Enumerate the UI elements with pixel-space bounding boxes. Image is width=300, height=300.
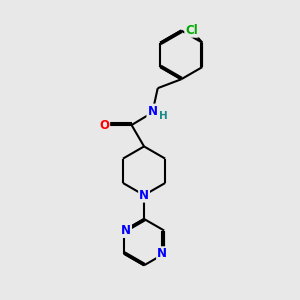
Text: H: H <box>159 111 168 121</box>
Text: N: N <box>147 105 158 118</box>
Text: N: N <box>139 189 149 202</box>
Text: O: O <box>99 118 109 131</box>
Text: N: N <box>157 247 167 260</box>
Text: Cl: Cl <box>185 24 198 37</box>
Text: N: N <box>121 224 131 237</box>
